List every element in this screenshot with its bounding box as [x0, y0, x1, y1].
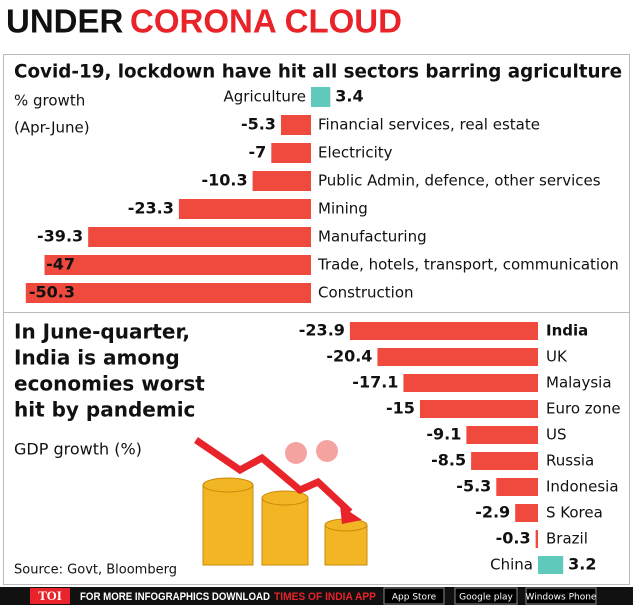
- category-label: Indonesia: [546, 478, 619, 496]
- value-label: -15: [386, 399, 415, 418]
- value-label: -23.9: [299, 321, 345, 340]
- frame: [3, 54, 630, 585]
- category-label: Brazil: [546, 530, 588, 548]
- bar: [419, 400, 538, 418]
- value-label: -23.3: [128, 199, 174, 218]
- value-label: -7: [249, 143, 267, 162]
- chart-title: hit by pandemic: [14, 398, 195, 422]
- bar: [311, 87, 331, 107]
- category-label: Construction: [318, 284, 414, 302]
- value-label: -5.3: [456, 477, 491, 496]
- category-label: S Korea: [546, 504, 603, 522]
- chart-title: India is among: [14, 346, 180, 370]
- value-label: -10.3: [201, 171, 247, 190]
- category-label: Public Admin, defence, other services: [318, 172, 601, 190]
- category-label: Agriculture: [224, 88, 307, 106]
- bar: [44, 255, 311, 275]
- value-label: -9.1: [426, 425, 461, 444]
- header-title-black: UNDER: [6, 3, 124, 40]
- bar: [178, 199, 311, 219]
- bar: [535, 530, 538, 548]
- category-label: Euro zone: [546, 400, 621, 418]
- badge-label[interactable]: Google play: [459, 593, 513, 603]
- chart-subtitle: % growth: [14, 92, 85, 110]
- category-label: Manufacturing: [318, 228, 427, 246]
- badge[interactable]: [383, 587, 445, 605]
- value-label: -5.3: [241, 115, 276, 134]
- category-label: Russia: [546, 452, 594, 470]
- value-label: -47: [46, 255, 75, 274]
- bar: [496, 478, 538, 496]
- header-title-red: CORONA CLOUD: [130, 3, 402, 40]
- category-label: UK: [546, 348, 568, 366]
- category-label: Financial services, real estate: [318, 116, 540, 134]
- bar: [377, 348, 538, 366]
- category-label: India: [546, 322, 588, 340]
- bar: [538, 556, 564, 574]
- value-label: -8.5: [431, 451, 466, 470]
- value-label: -20.4: [326, 347, 372, 366]
- bar: [252, 171, 311, 191]
- badge-label[interactable]: App Store: [392, 593, 437, 603]
- source: Source: Govt, Bloomberg: [14, 563, 177, 578]
- category-label: Malaysia: [546, 374, 612, 392]
- footer-logo-box: [30, 588, 70, 604]
- value-label: -2.9: [475, 503, 510, 522]
- chart-title: In June-quarter,: [14, 320, 190, 344]
- value-label: 3.4: [335, 87, 363, 106]
- chart-title: Covid-19, lockdown have hit all sectors …: [14, 61, 622, 83]
- bar: [471, 452, 538, 470]
- value-label: -50.3: [29, 283, 75, 302]
- chart-subtitle: (Apr-June): [14, 119, 90, 137]
- chart-title: economies worst: [14, 372, 205, 396]
- footer-app: TIMES OF INDIA APP: [274, 591, 376, 603]
- bar: [271, 143, 311, 163]
- category-label: China: [490, 556, 533, 574]
- badge-label[interactable]: Windows Phone: [526, 593, 597, 603]
- footer-text: FOR MORE INFOGRAPHICS DOWNLOAD: [80, 591, 270, 603]
- bar: [25, 283, 311, 303]
- bar: [515, 504, 538, 522]
- bar: [349, 322, 538, 340]
- footer-logo: TOI: [38, 588, 62, 603]
- category-label: Trade, hotels, transport, communication: [317, 256, 619, 274]
- bar: [466, 426, 538, 444]
- chart-subtitle: GDP growth (%): [14, 440, 142, 459]
- value-label: -39.3: [37, 227, 83, 246]
- category-label: Mining: [318, 200, 368, 218]
- bar: [280, 115, 311, 135]
- badge[interactable]: [454, 587, 518, 605]
- value-label: 3.2: [568, 555, 596, 574]
- value-label: -0.3: [496, 529, 531, 548]
- category-label: US: [546, 426, 567, 444]
- category-label: Electricity: [318, 144, 393, 162]
- value-label: -17.1: [352, 373, 398, 392]
- illustration: [194, 437, 368, 566]
- badge[interactable]: [525, 587, 597, 605]
- bar: [403, 374, 538, 392]
- bar: [88, 227, 311, 247]
